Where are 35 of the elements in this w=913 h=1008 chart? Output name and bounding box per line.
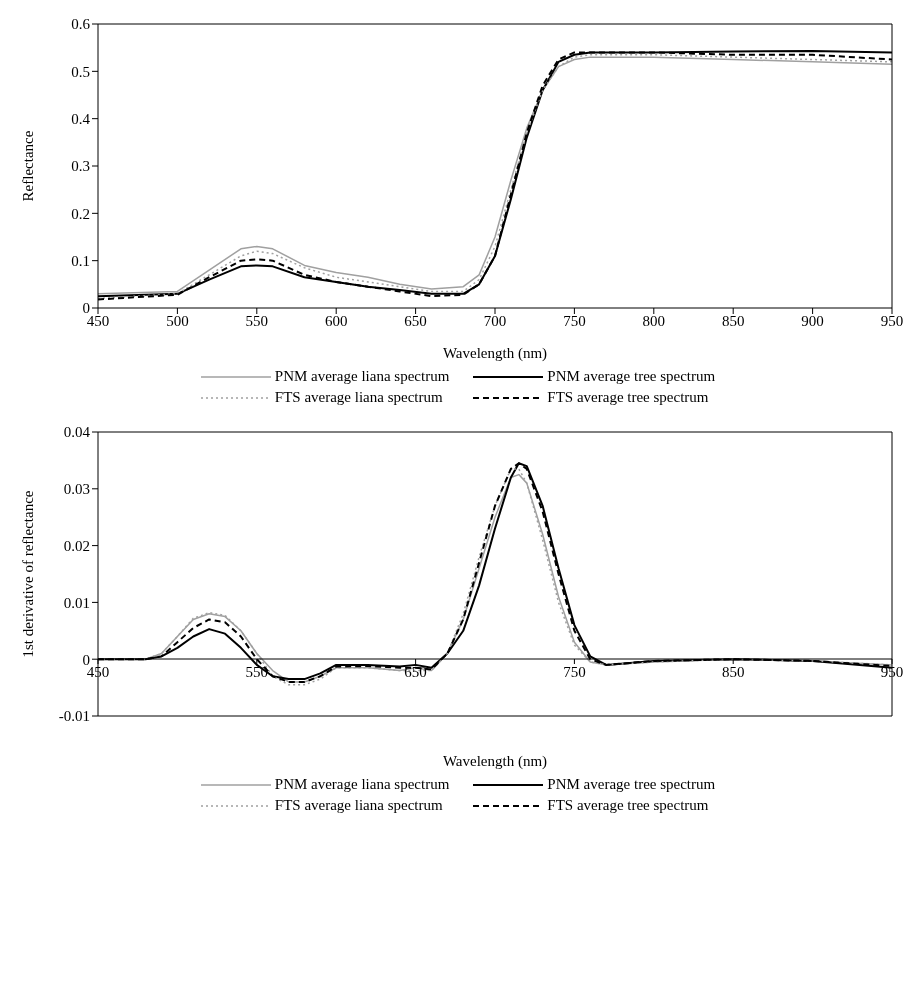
legend-label: FTS average tree spectrum bbox=[547, 389, 709, 406]
y-tick-label: -0.01 bbox=[58, 708, 90, 725]
y-axis-title: Reflectance bbox=[20, 130, 37, 202]
x-axis-title: Wavelength (nm) bbox=[442, 345, 548, 362]
y-tick-label: 0.04 bbox=[63, 424, 91, 441]
legend-label: PNM average tree spectrum bbox=[547, 776, 716, 793]
legend-label: FTS average liana spectrum bbox=[274, 797, 443, 814]
y-tick-label: 0.4 bbox=[71, 110, 91, 127]
x-tick-label: 900 bbox=[801, 313, 824, 329]
legend-label: FTS average tree spectrum bbox=[547, 797, 709, 814]
legend-label: FTS average liana spectrum bbox=[274, 389, 443, 406]
x-tick-label: 700 bbox=[483, 313, 507, 329]
x-tick-label: 800 bbox=[642, 313, 666, 329]
y-tick-label: 0.03 bbox=[63, 481, 90, 498]
x-tick-label: 850 bbox=[721, 664, 745, 680]
x-tick-label: 950 bbox=[880, 313, 904, 329]
y-axis-title: 1st derivative of reflectance bbox=[20, 490, 37, 658]
legend-label: PNM average tree spectrum bbox=[547, 368, 716, 385]
legend-label: PNM average liana spectrum bbox=[274, 776, 450, 793]
y-tick-label: 0.2 bbox=[71, 205, 90, 222]
x-tick-label: 600 bbox=[324, 313, 348, 329]
x-tick-label: 550 bbox=[245, 313, 269, 329]
y-tick-label: 0.3 bbox=[71, 158, 90, 175]
x-tick-label: 750 bbox=[563, 664, 586, 680]
x-tick-label: 750 bbox=[563, 313, 586, 329]
y-tick-label: 0.02 bbox=[63, 537, 90, 554]
y-tick-label: 0.5 bbox=[71, 63, 90, 80]
x-tick-label: 500 bbox=[166, 313, 189, 329]
x-tick-label: 850 bbox=[721, 313, 745, 329]
legend-label: PNM average liana spectrum bbox=[274, 368, 450, 385]
y-tick-label: 0.1 bbox=[71, 252, 90, 269]
x-tick-label: 650 bbox=[404, 313, 427, 329]
y-tick-label: 0.01 bbox=[63, 594, 90, 611]
y-tick-label: 0.6 bbox=[71, 16, 91, 33]
x-axis-title: Wavelength (nm) bbox=[442, 753, 548, 770]
